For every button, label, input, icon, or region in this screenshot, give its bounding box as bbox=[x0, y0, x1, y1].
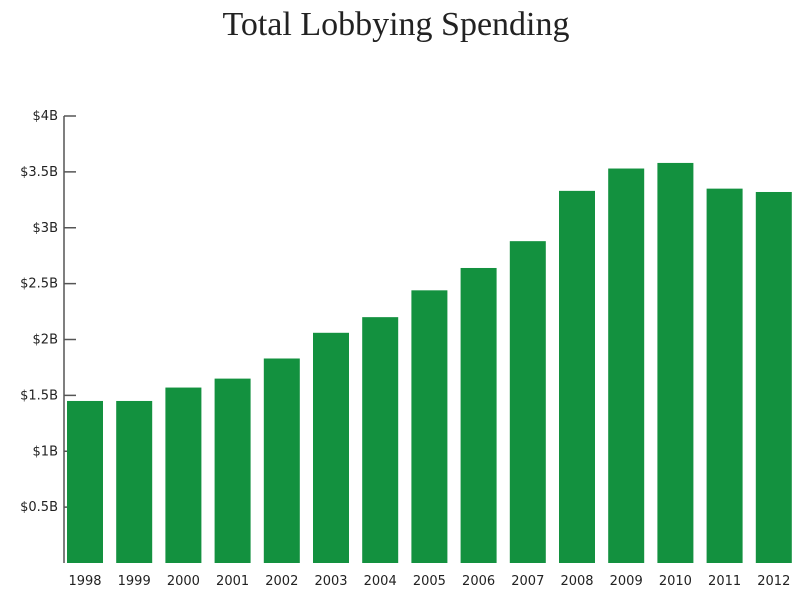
y-tick-label: $3B bbox=[33, 221, 58, 236]
x-tick-label: 1998 bbox=[68, 574, 101, 589]
y-tick-label: $0.5B bbox=[20, 500, 58, 515]
bar-1999 bbox=[116, 400, 153, 563]
x-tick-label: 2000 bbox=[167, 574, 200, 589]
bar-2000 bbox=[165, 387, 202, 563]
x-tick-label: 2008 bbox=[560, 574, 593, 589]
x-tick-label: 2010 bbox=[659, 574, 692, 589]
bars bbox=[67, 162, 792, 564]
bar-2002 bbox=[263, 358, 300, 563]
bar-2003 bbox=[313, 332, 349, 563]
bar-2007 bbox=[509, 241, 546, 563]
labels: $0.5B $1B $1.5B $2B $2.5B $3B $3.5B $4B 1998 1999… bbox=[20, 109, 790, 589]
y-tick-label: $3.5B bbox=[20, 165, 58, 180]
bar-2001 bbox=[214, 378, 251, 563]
y-tick-label: $4B bbox=[33, 109, 58, 124]
bar-2012 bbox=[755, 191, 792, 564]
bar-2010 bbox=[657, 162, 694, 563]
x-tick-label: 1999 bbox=[118, 574, 151, 589]
bar-1998 bbox=[67, 400, 103, 563]
bar-2006 bbox=[460, 267, 497, 563]
x-tick-label: 2012 bbox=[757, 574, 790, 589]
bar-2004 bbox=[362, 317, 399, 563]
y-tick-label: $2B bbox=[33, 333, 58, 348]
x-tick-label: 2001 bbox=[216, 574, 249, 589]
x-tick-label: 2009 bbox=[610, 574, 643, 589]
y-tick-label: $2.5B bbox=[20, 277, 58, 292]
x-tick-label: 2002 bbox=[265, 574, 298, 589]
x-tick-label: 2003 bbox=[314, 574, 347, 589]
bar-2005 bbox=[411, 290, 448, 563]
x-tick-label: 2011 bbox=[708, 574, 741, 589]
bar-2008 bbox=[559, 190, 595, 563]
x-tick-label: 2004 bbox=[364, 574, 397, 589]
x-tick-label: 2005 bbox=[413, 574, 446, 589]
bar-2011 bbox=[706, 188, 743, 563]
chart-title: Total Lobbying Spending bbox=[222, 6, 570, 43]
y-tick-label: $1.5B bbox=[20, 388, 58, 403]
y-tick-label: $1B bbox=[33, 444, 58, 459]
x-tick-label: 2007 bbox=[511, 574, 544, 589]
x-tick-label: 2006 bbox=[462, 574, 495, 589]
bar-2009 bbox=[608, 168, 645, 563]
